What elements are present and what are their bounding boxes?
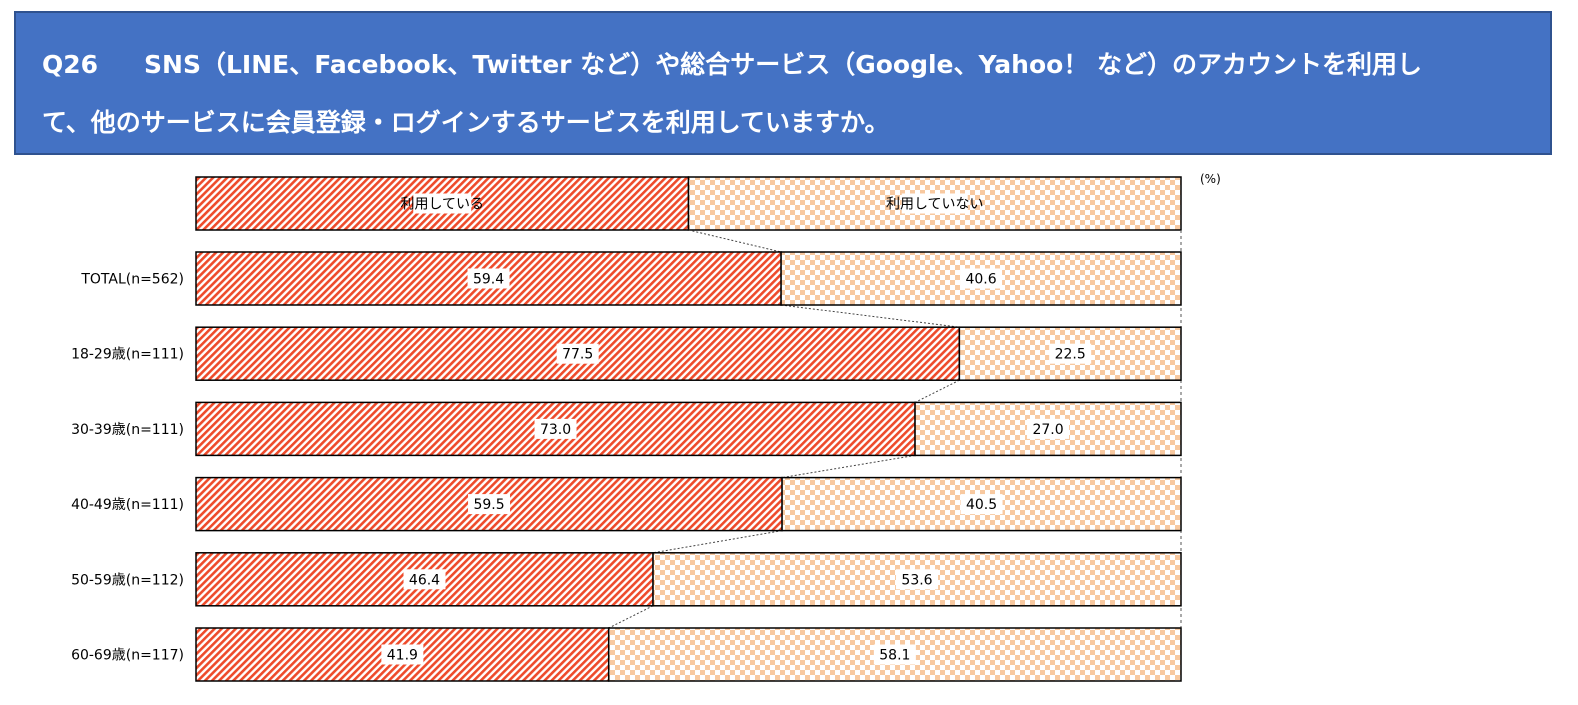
value-label-used: 73.0 [540,422,571,438]
value-label-not-used: 27.0 [1032,422,1063,438]
legend-label-used-bg [413,193,472,214]
category-label: 18-29歳(n=111) [71,347,184,363]
value-label-not-used-bg [873,644,916,665]
value-label-used-bg [534,418,577,439]
value-label-used-bg [556,343,599,364]
value-label-used-bg [468,494,511,515]
question-line-2: て、他のサービスに会員登録・ログインするサービスを利用していますか。 [42,103,890,139]
series-connector-line [652,530,783,554]
value-label-not-used: 53.6 [901,572,932,588]
series-connector-line [608,605,654,629]
series-connector-line [914,379,960,403]
question-text-line-2: て、他のサービスに会員登録・ログインするサービスを利用していますか。 [42,108,890,137]
value-label-not-used: 40.5 [966,497,997,513]
question-header: Q26 SNS（LINE、Facebook、Twitter など）や総合サービス（… [14,11,1552,155]
question-number: Q26 [42,50,99,79]
series-connector-line [781,454,916,479]
value-label-used: 41.9 [387,648,418,664]
question-line-1: Q26 SNS（LINE、Facebook、Twitter など）や総合サービス（… [42,45,1422,81]
legend-label-not-used: 利用していない [886,197,984,213]
value-label-used-bg [381,644,424,665]
unit-label: (%) [1200,172,1221,186]
value-label-used: 59.5 [473,497,504,513]
value-label-not-used-bg [960,268,1003,289]
value-label-not-used: 22.5 [1055,347,1086,363]
question-text-line-1: SNS（LINE、Facebook、Twitter など）や総合サービス（Goo… [144,50,1423,79]
value-label-not-used: 58.1 [879,648,910,664]
value-label-not-used-bg [1027,418,1070,439]
category-label: 60-69歳(n=117) [71,648,184,664]
category-label: 30-39歳(n=111) [71,422,184,438]
value-label-used: 59.4 [473,272,504,288]
category-label: TOTAL(n=562) [80,272,184,288]
value-label-used: 46.4 [409,572,440,588]
legend-label-used: 利用している [400,197,484,213]
value-label-used-bg [403,569,446,590]
value-label-not-used-bg [1049,343,1092,364]
value-label-used-bg [467,268,510,289]
series-connector-line [781,304,960,328]
series-connector-line [688,229,782,253]
category-label: 40-49歳(n=111) [71,497,184,513]
legend-label-not-used-bg [901,193,968,214]
value-label-not-used-bg [896,569,939,590]
category-label: 50-59歳(n=112) [71,572,184,588]
value-label-not-used: 40.6 [965,272,996,288]
value-label-used: 77.5 [562,347,593,363]
value-label-not-used-bg [960,494,1003,515]
